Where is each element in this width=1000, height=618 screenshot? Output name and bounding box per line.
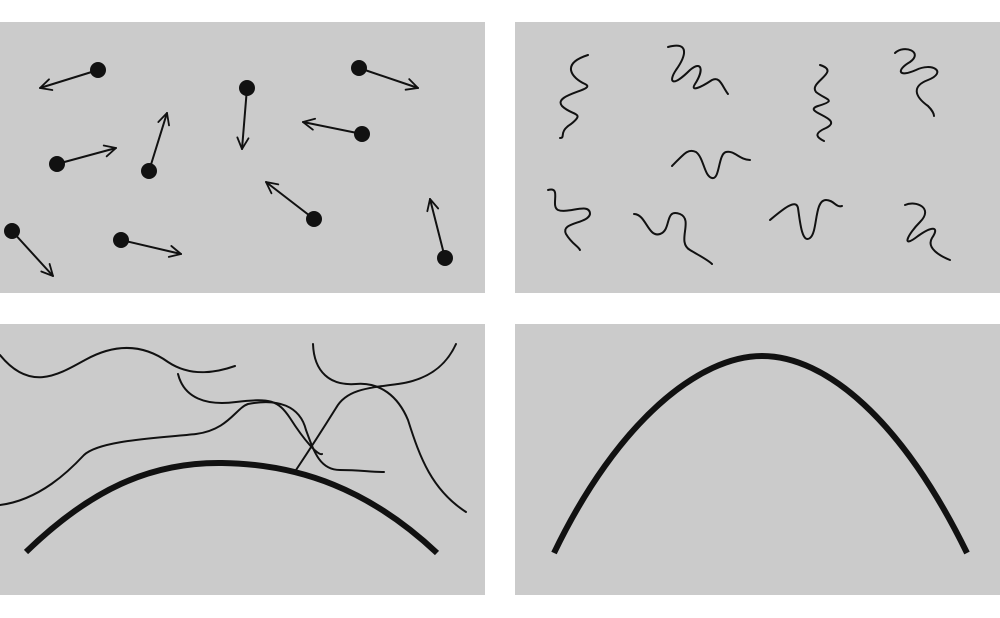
squiggle <box>671 149 751 179</box>
particles-group <box>4 60 453 277</box>
squiggle <box>812 64 833 142</box>
particle-dot <box>239 80 255 96</box>
panel-bottom-right-background <box>515 324 1000 595</box>
velocity-arrow <box>11 230 54 277</box>
particle-dot <box>113 232 129 248</box>
panel-top-right <box>515 22 1000 293</box>
particle-dot <box>354 126 370 142</box>
velocity-arrow <box>39 69 99 91</box>
wavy-strand <box>312 343 467 513</box>
panel-top-left-background <box>0 22 485 293</box>
panel-top-left <box>0 22 485 293</box>
wavy-strand <box>295 343 457 471</box>
squiggle <box>559 54 589 139</box>
velocity-arrow <box>358 67 419 91</box>
particle-dot <box>141 163 157 179</box>
squiggle <box>633 211 713 265</box>
panel-bottom-left <box>0 324 485 595</box>
velocity-arrow <box>56 144 117 165</box>
particle-dot <box>437 250 453 266</box>
particle-dot <box>351 60 367 76</box>
wavy-strand <box>177 373 323 456</box>
velocity-arrow <box>120 239 182 258</box>
panel-top-right-background <box>515 22 1000 293</box>
squiggle <box>904 202 951 261</box>
particle-dot <box>49 156 65 172</box>
velocity-arrow <box>426 198 446 259</box>
velocity-arrow <box>302 117 363 135</box>
panel-bottom-right <box>515 324 1000 595</box>
velocity-arrow <box>265 181 315 220</box>
particle-dot <box>4 223 20 239</box>
squiggle <box>894 48 939 117</box>
squiggle <box>547 188 591 251</box>
squiggle <box>769 199 843 241</box>
arch-curve <box>551 353 970 555</box>
wavy-strand <box>0 401 385 506</box>
panel-bottom-left-background <box>0 324 485 595</box>
particle-dot <box>306 211 322 227</box>
squiggle <box>667 44 729 95</box>
velocity-arrow <box>236 87 250 150</box>
particle-dot <box>90 62 106 78</box>
velocity-arrow <box>148 112 170 172</box>
arch-curve <box>23 459 440 556</box>
wavy-strand <box>0 346 236 379</box>
